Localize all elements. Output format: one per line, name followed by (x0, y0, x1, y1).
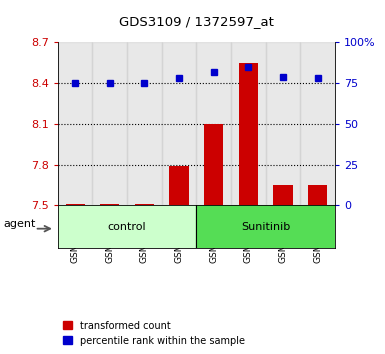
Bar (169, 166, 189, 205)
Bar (135, 204, 154, 205)
Text: GDS3109 / 1372597_at: GDS3109 / 1372597_at (119, 15, 274, 28)
Bar (266, 42, 300, 205)
Bar (273, 185, 293, 205)
Bar (239, 63, 258, 205)
Bar (127, 42, 162, 205)
Bar (308, 185, 327, 205)
Bar (58, 42, 92, 205)
Bar (231, 42, 266, 205)
Text: control: control (108, 222, 146, 232)
Bar (300, 42, 335, 205)
Bar (92, 42, 127, 205)
Bar (58, 205, 196, 248)
Bar (204, 124, 223, 205)
Bar (196, 205, 335, 248)
Bar (65, 204, 85, 205)
Bar (100, 204, 119, 205)
Text: agent: agent (3, 219, 35, 229)
Bar (162, 42, 196, 205)
Text: Sunitinib: Sunitinib (241, 222, 290, 232)
Legend: transformed count, percentile rank within the sample: transformed count, percentile rank withi… (63, 321, 245, 346)
Bar (196, 42, 231, 205)
